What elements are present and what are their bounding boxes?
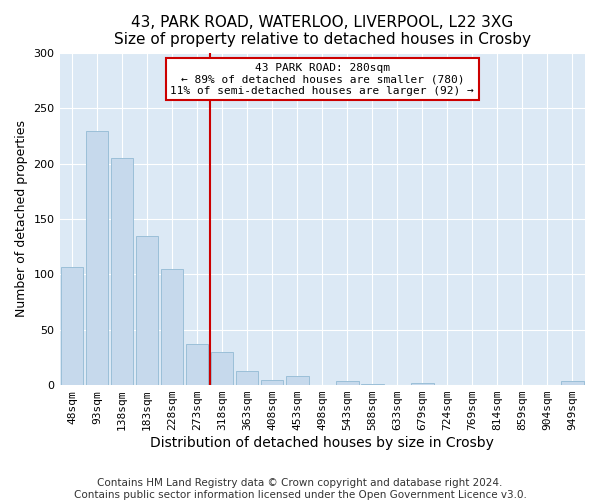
Bar bbox=[186, 344, 208, 385]
Text: 43 PARK ROAD: 280sqm
← 89% of detached houses are smaller (780)
11% of semi-deta: 43 PARK ROAD: 280sqm ← 89% of detached h… bbox=[170, 62, 474, 96]
Bar bbox=[361, 384, 383, 385]
Bar bbox=[136, 236, 158, 385]
Bar bbox=[161, 269, 184, 385]
Bar bbox=[86, 132, 109, 385]
Bar bbox=[236, 370, 259, 385]
Bar bbox=[561, 380, 584, 385]
Bar bbox=[336, 380, 359, 385]
Bar bbox=[286, 376, 308, 385]
Bar bbox=[111, 158, 133, 385]
Text: Contains HM Land Registry data © Crown copyright and database right 2024.
Contai: Contains HM Land Registry data © Crown c… bbox=[74, 478, 526, 500]
Title: 43, PARK ROAD, WATERLOO, LIVERPOOL, L22 3XG
Size of property relative to detache: 43, PARK ROAD, WATERLOO, LIVERPOOL, L22 … bbox=[114, 15, 531, 48]
Bar bbox=[61, 266, 83, 385]
Y-axis label: Number of detached properties: Number of detached properties bbox=[15, 120, 28, 318]
Bar bbox=[211, 352, 233, 385]
X-axis label: Distribution of detached houses by size in Crosby: Distribution of detached houses by size … bbox=[151, 436, 494, 450]
Bar bbox=[411, 383, 434, 385]
Bar bbox=[261, 380, 283, 385]
